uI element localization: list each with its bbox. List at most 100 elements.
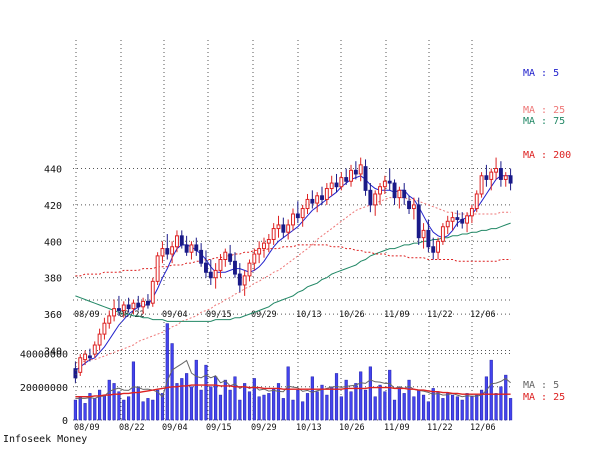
candle-body xyxy=(291,213,295,226)
volume-bar xyxy=(127,396,131,421)
price-x-tick-label: 10/13 xyxy=(296,310,322,320)
price-x-tick-label: 09/29 xyxy=(251,310,277,320)
candle-body xyxy=(363,166,368,191)
candle-body xyxy=(266,238,271,244)
volume-bar xyxy=(204,364,208,421)
candle-body xyxy=(242,275,247,286)
candle-body xyxy=(315,195,320,204)
price-x-tick-label: 12/06 xyxy=(470,310,496,320)
candle-body xyxy=(116,308,121,311)
price-y-tick-label: 360 xyxy=(44,310,62,321)
candle-body xyxy=(339,177,344,188)
volume-bar xyxy=(339,396,343,421)
volume-bar xyxy=(373,396,377,421)
volume-bar xyxy=(465,393,469,421)
volume-bar xyxy=(450,394,455,421)
volume-bar xyxy=(305,393,310,421)
price-legend-entry: MA : 25 xyxy=(523,105,565,116)
candle-body xyxy=(87,355,92,359)
candle-body xyxy=(445,220,450,228)
candle-body xyxy=(107,315,112,324)
price-legend-entry: MA : 5 xyxy=(523,68,559,79)
candle-body xyxy=(199,249,204,264)
volume-bar xyxy=(73,399,77,421)
candle-body xyxy=(276,224,281,230)
volume-y-tick-label: 0 xyxy=(62,416,68,427)
candle-body xyxy=(421,229,426,239)
price-gridlines xyxy=(73,40,513,351)
volume-bar xyxy=(214,376,218,421)
volume-bar xyxy=(141,401,145,421)
candle-body xyxy=(141,300,146,308)
candle-body xyxy=(407,200,411,210)
candle-body xyxy=(218,259,223,271)
candle-body xyxy=(165,248,170,255)
price-y-axis: 340 360 380 400 420 440 xyxy=(44,165,62,358)
candle-body xyxy=(358,164,363,175)
candle-body xyxy=(247,262,252,277)
volume-bar xyxy=(359,371,363,421)
volume-bar xyxy=(499,386,503,421)
ma-line-200 xyxy=(75,244,511,277)
volume-bar xyxy=(296,389,300,421)
candle-body xyxy=(262,242,266,250)
candle-body xyxy=(286,224,291,233)
candle-body xyxy=(252,253,257,264)
candle-body xyxy=(194,244,199,251)
volume-x-tick-label: 11/09 xyxy=(384,423,410,433)
volume-bar xyxy=(107,379,111,421)
volume-bar xyxy=(247,391,252,421)
candle-body xyxy=(416,204,421,239)
volume-bar xyxy=(470,396,474,421)
volume-bar xyxy=(315,391,319,421)
candle-body xyxy=(295,213,300,219)
volume-x-tick-label: 12/06 xyxy=(470,423,496,433)
volume-bar xyxy=(301,401,305,421)
candle-body xyxy=(503,175,508,180)
volume-x-tick-label: 11/22 xyxy=(427,423,453,433)
candle-body xyxy=(436,240,441,253)
volume-bar xyxy=(199,389,203,421)
price-x-tick-label: 11/09 xyxy=(384,310,410,320)
price-x-tick-label: 11/22 xyxy=(427,310,453,320)
candle-body xyxy=(121,304,126,311)
volume-ma-line-5 xyxy=(75,359,511,399)
volume-bar xyxy=(310,376,314,421)
candle-body xyxy=(175,235,179,248)
volume-bar xyxy=(156,389,160,421)
candle-body xyxy=(349,169,353,182)
volume-x-tick-label: 09/04 xyxy=(162,423,188,433)
volume-moving-averages xyxy=(75,359,511,399)
candle-body xyxy=(378,186,382,195)
volume-bar xyxy=(441,398,445,421)
volume-bar xyxy=(175,383,179,421)
volume-panel: 0 20000000 40000000 08/09 08/22 09/04 09/15 09… xyxy=(20,322,565,433)
volume-bar xyxy=(267,393,271,421)
volume-bar xyxy=(334,373,339,421)
volume-bar xyxy=(276,383,281,421)
volume-bar xyxy=(146,398,150,421)
candle-body xyxy=(208,271,213,279)
candle-body xyxy=(474,193,479,210)
candle-body xyxy=(271,228,276,240)
candle-body xyxy=(329,182,334,190)
price-x-tick-label: 09/04 xyxy=(162,310,188,320)
volume-bar xyxy=(189,386,194,421)
volume-x-tick-label: 08/09 xyxy=(74,423,100,433)
volume-bar xyxy=(272,388,276,421)
candle-body xyxy=(411,204,416,210)
price-y-tick-label: 340 xyxy=(44,347,62,358)
candle-body xyxy=(440,226,445,242)
candle-body xyxy=(136,302,141,308)
candle-body xyxy=(184,244,189,253)
ma-line-75 xyxy=(75,222,511,322)
volume-bar xyxy=(421,394,426,421)
volume-bar xyxy=(151,399,155,421)
volume-bar xyxy=(325,394,329,421)
candle-body xyxy=(353,169,358,175)
volume-x-tick-label: 10/26 xyxy=(339,423,365,433)
volume-bar xyxy=(252,378,256,421)
candle-body xyxy=(382,180,387,188)
volume-bar xyxy=(117,391,121,421)
candle-body xyxy=(373,193,378,206)
